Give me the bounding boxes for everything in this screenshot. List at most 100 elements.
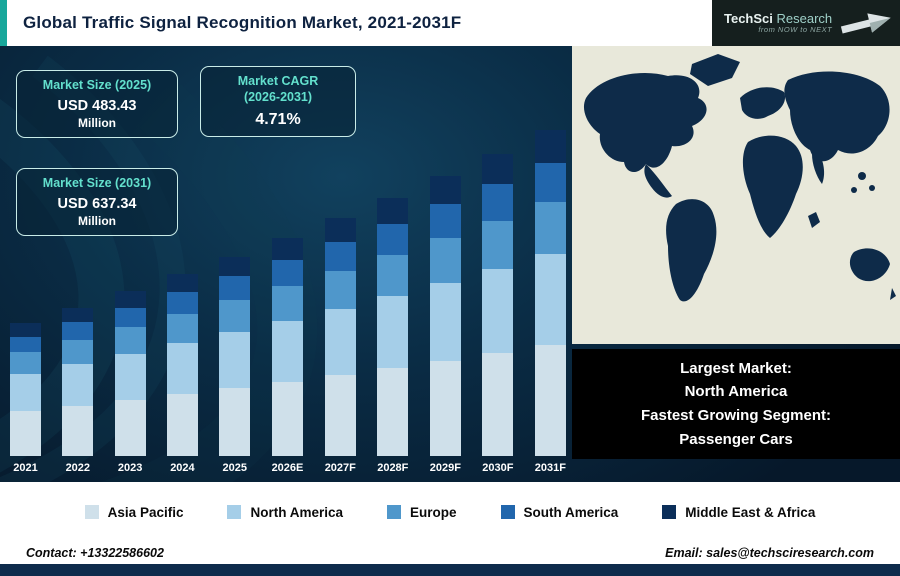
segment-south-america-2025 [219,276,251,301]
segment-north-america-2029F [429,282,461,361]
legend-item-south-america: South America [500,505,618,520]
segment-europe-2030F [482,220,514,269]
bar-2029F [429,176,461,456]
world-map-svg [572,46,900,344]
legend-swatch-icon [227,505,242,519]
segment-europe-2024 [166,314,198,344]
bar-column-2029F: 2029F [430,176,461,476]
brand-tagline: from NOW to NEXT [758,25,833,35]
segment-south-america-2031F [534,162,566,202]
market-size-2025-value: USD 483.43 [57,97,137,114]
segment-middle-east-africa-2028F [377,197,409,224]
techsci-brand: TechSci Research [724,10,833,26]
footer-accent-bar [0,564,900,576]
segment-middle-east-africa-2023 [114,291,146,308]
segment-middle-east-africa-2024 [166,274,198,293]
market-size-2031-box: Market Size (2031) USD 637.34 Million [16,168,178,236]
segment-south-america-2023 [114,307,146,328]
segment-south-america-2027F [324,242,356,271]
caption-line-1: Largest Market: [680,359,792,377]
segment-europe-2023 [114,327,146,354]
market-size-2031-unit: Million [78,213,116,228]
bar-2027F [324,218,356,456]
segment-asia-pacific-2023 [114,399,146,456]
legend-item-middle-east-africa: Middle East & Africa [662,505,815,520]
chart-legend: Asia Pacific North America Europe South Ame… [0,482,900,542]
segment-europe-2029F [429,237,461,283]
caption-line-2: North America [684,383,788,401]
bar-column-2030F: 2030F [482,154,513,476]
market-cagr-box: Market CAGR (2026-2031) 4.71% [200,66,356,138]
footer-contact: Contact: +13322586602 [26,546,164,560]
segment-middle-east-africa-2029F [429,176,461,205]
bar-column-2021: 2021 [10,323,41,476]
legend-item-europe: Europe [387,505,457,520]
stacked-bar-chart: 2021 2022 2023 2024 2025 2026E 2027F 2028F 2029F… [10,104,566,476]
segment-north-america-2031F [534,253,566,346]
segment-europe-2027F [324,270,356,309]
segment-middle-east-africa-2025 [219,256,251,277]
segment-north-america-2027F [324,308,356,376]
largest-market-caption: Largest Market: North America Fastest Gr… [572,349,900,459]
segment-north-america-2026E [271,320,303,382]
market-size-2025-box: Market Size (2025) USD 483.43 Million [16,70,178,138]
segment-south-america-2022 [62,322,94,341]
x-axis-label-2026E: 2026E [271,462,304,474]
segment-middle-east-africa-2027F [324,218,356,243]
arrow-icon [841,13,891,34]
brand-sub: Research [776,10,833,26]
x-axis-label-2021: 2021 [13,462,38,474]
legend-label: Middle East & Africa [685,504,816,520]
segment-middle-east-africa-2030F [482,154,514,185]
segment-asia-pacific-2029F [429,360,461,456]
segment-asia-pacific-2024 [166,394,198,456]
segment-europe-2028F [377,254,409,296]
segment-middle-east-africa-2026E [271,237,303,260]
market-cagr-value: 4.71% [255,111,301,129]
x-axis-label-2027F: 2027F [324,462,356,474]
x-axis-label-2024: 2024 [170,462,195,474]
techsci-logo-text: TechSci Research from NOW to NEXT [724,10,833,35]
segment-europe-2026E [271,285,303,321]
right-column: Largest Market: North America Fastest Gr… [572,46,900,482]
brand-main: TechSci [724,10,773,26]
footer: Contact: +13322586602 Email: sales@techs… [0,542,900,576]
segment-europe-2022 [62,340,94,365]
caption-line-4: Passenger Cars [679,430,793,448]
world-map [572,46,900,344]
bar-column-2022: 2022 [62,307,94,476]
market-size-2031-value: USD 637.34 [57,195,137,212]
techsci-logo: TechSci Research from NOW to NEXT [712,0,900,46]
segment-north-america-2024 [166,343,198,395]
legend-swatch-icon [84,505,99,519]
segment-south-america-2030F [482,184,514,221]
segment-north-america-2023 [114,353,146,400]
bar-column-2025: 2025 [219,256,251,476]
bar-column-2023: 2023 [114,291,146,476]
legend-swatch-icon [387,505,401,519]
bar-column-2024: 2024 [166,274,198,476]
x-axis-label-2030F: 2030F [482,462,514,474]
segment-south-america-2021 [10,336,41,353]
bar-column-2027F: 2027F [325,218,356,476]
header-accent-bar [0,0,7,46]
bar-2021 [10,323,41,456]
market-size-2031-title: Market Size (2031) [42,176,152,190]
header: Global Traffic Signal Recognition Market… [0,0,900,46]
bar-2024 [166,274,198,456]
legend-swatch-icon [500,505,515,519]
segment-north-america-2028F [377,295,409,369]
market-cagr-title-line1: Market CAGR [237,74,319,88]
x-axis-label-2022: 2022 [65,462,91,474]
x-axis-label-2029F: 2029F [429,462,461,474]
bar-2022 [62,307,94,456]
segment-asia-pacific-2031F [534,345,566,456]
segment-asia-pacific-2025 [219,388,251,456]
bar-2028F [377,197,409,456]
footer-row: Contact: +13322586602 Email: sales@techs… [0,542,900,564]
bar-2023 [114,291,146,456]
segment-europe-2025 [219,300,251,333]
x-axis-label-2031F: 2031F [534,462,566,474]
legend-label: Asia Pacific [107,504,184,520]
market-cagr-title-line2: (2026-2031) [243,89,313,104]
